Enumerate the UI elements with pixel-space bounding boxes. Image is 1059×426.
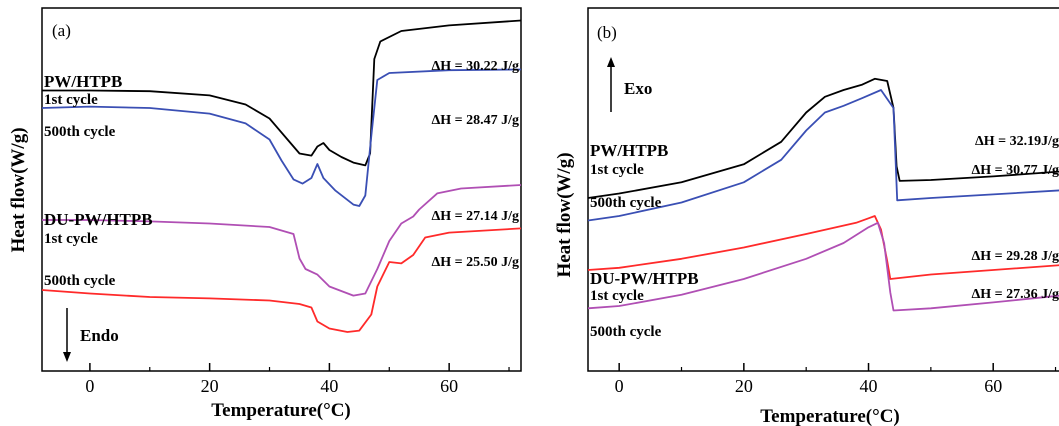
panel-b-series <box>587 77 1059 312</box>
panel-b-direction-label: Exo <box>624 79 652 98</box>
panel-b-series-label-2: 500th cycle <box>590 195 662 211</box>
panel-a-group-label-2: DU-PW/HTPB <box>44 210 153 229</box>
panel-a-annotation-4: ΔH = 25.50 J/g <box>431 255 519 270</box>
panel-b-series-label-3: 1st cycle <box>590 288 644 304</box>
panel-a-ticks: 0 20 40 60 <box>85 363 510 396</box>
panel-a-series-label-4: 500th cycle <box>44 273 116 289</box>
panel-b-group-label-2: DU-PW/HTPB <box>590 269 699 288</box>
panel-a-x-tick-label-3: 60 <box>440 376 458 396</box>
panel-b: 0 20 40 60 (b) Exo PW/HTPB 1st cycle 500th … <box>554 7 1059 426</box>
panel-a-ylabel: Heat flow(W/g) <box>8 127 29 252</box>
panel-b-ylabel: Heat flow(W/g) <box>554 152 575 277</box>
panel-a-series-label-3: 1st cycle <box>44 231 98 247</box>
panel-a-annotation-2: ΔH = 28.47 J/g <box>431 113 519 128</box>
panel-b-series-label-4: 500th cycle <box>590 324 662 340</box>
panel-b-annotation-3: ΔH = 29.28 J/g <box>971 249 1059 264</box>
panel-a-x-tick-label-2: 40 <box>320 376 338 396</box>
panel-b-label: (b) <box>597 23 617 42</box>
panel-a-series-label-2: 500th cycle <box>44 124 116 140</box>
panel-a-series-line-3 <box>42 184 522 297</box>
panel-a-series-line-4 <box>41 227 522 333</box>
panel-b-x-tick-label-2: 40 <box>860 376 878 396</box>
panel-b-annotation-2: ΔH = 30.77 J/g <box>971 163 1059 178</box>
panel-b-x-tick-label-3: 60 <box>984 376 1002 396</box>
panel-a-series-line-1 <box>42 19 522 167</box>
panel-b-annotation-4: ΔH = 27.36 J/g <box>971 287 1059 302</box>
panel-b-x-tick-label-1: 20 <box>735 376 753 396</box>
panel-b-annotation-1: ΔH = 32.19J/g <box>975 134 1059 149</box>
panel-a-endo-arrowhead <box>63 352 71 362</box>
panel-a-label: (a) <box>52 21 71 40</box>
panel-b-xlabel: Temperature(°C) <box>760 406 900 426</box>
panel-b-series-label-1: 1st cycle <box>590 162 644 178</box>
panel-a-x-tick-label-1: 20 <box>201 376 219 396</box>
panel-a-group-label-1: PW/HTPB <box>44 72 122 91</box>
panel-b-frame <box>587 7 1059 372</box>
panel-b-ticks: 0 20 40 60 <box>615 363 1057 396</box>
panel-b-group-label-1: PW/HTPB <box>590 141 668 160</box>
panel-b-series-line-4 <box>587 221 1059 312</box>
panel-a-direction-label: Endo <box>80 326 119 345</box>
panel-a-frame <box>41 7 522 372</box>
panel-a-annotation-3: ΔH = 27.14 J/g <box>431 209 519 224</box>
panel-b-series-line-2 <box>587 89 1059 222</box>
panel-a-series-line-2 <box>41 68 522 207</box>
panel-a-xlabel: Temperature(°C) <box>211 400 351 421</box>
panel-b-series-line-1 <box>587 77 1059 199</box>
panel-b-x-tick-label-0: 0 <box>615 376 624 396</box>
panel-a-annotation-1: ΔH = 30.22 J/g <box>431 59 519 74</box>
panel-a-x-tick-label-0: 0 <box>85 376 94 396</box>
panel-b-exo-arrowhead <box>607 57 615 67</box>
panel-b-series-line-3 <box>587 215 1059 280</box>
panel-a: 0 20 40 60 (a) PW/HTPB 1st cycle 500th cycl… <box>8 7 522 421</box>
panel-a-series <box>41 19 522 333</box>
panel-a-series-label-1: 1st cycle <box>44 92 98 108</box>
